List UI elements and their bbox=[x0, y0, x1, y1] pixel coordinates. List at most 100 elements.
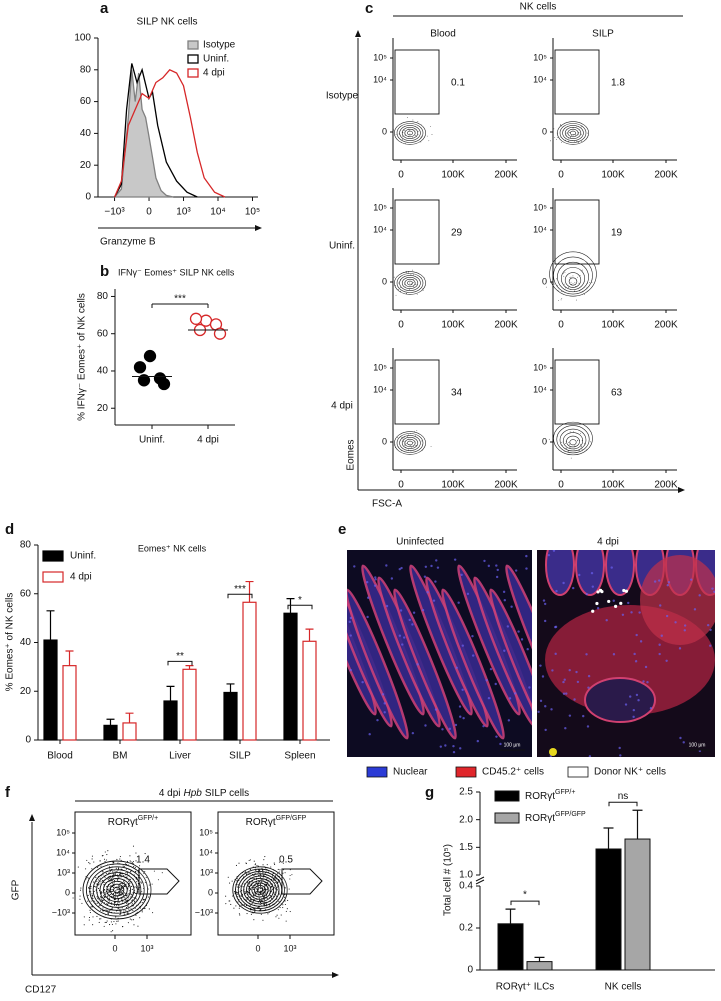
event-dot bbox=[412, 285, 414, 287]
nucleus bbox=[461, 688, 464, 692]
event-dot bbox=[284, 900, 286, 902]
bar bbox=[595, 848, 622, 971]
y-tick-label: 20 bbox=[97, 403, 109, 414]
nucleus bbox=[541, 675, 545, 678]
event-dot bbox=[151, 883, 153, 885]
event-dot bbox=[98, 921, 100, 923]
event-dot bbox=[92, 924, 94, 926]
event-dot bbox=[123, 910, 125, 912]
event-dot bbox=[91, 855, 93, 857]
contour bbox=[559, 428, 587, 452]
event-dot bbox=[125, 910, 127, 912]
event-dot bbox=[589, 441, 591, 443]
contour bbox=[401, 127, 419, 140]
event-dot bbox=[88, 862, 90, 864]
event-dot bbox=[124, 863, 127, 865]
nucleus bbox=[649, 706, 653, 710]
event-dot bbox=[111, 902, 113, 904]
event-dot bbox=[109, 924, 111, 926]
y-tick-label: 0 bbox=[25, 735, 31, 746]
event-dot bbox=[407, 128, 409, 130]
legend-swatch bbox=[187, 68, 199, 78]
event-dot bbox=[569, 431, 571, 433]
event-dot bbox=[99, 860, 101, 862]
event-dot bbox=[288, 888, 290, 890]
nucleus bbox=[439, 745, 442, 748]
nucleus bbox=[482, 724, 485, 728]
event-dot bbox=[573, 448, 575, 450]
nucleus bbox=[424, 724, 427, 727]
event-dot bbox=[83, 916, 85, 918]
event-dot bbox=[116, 889, 118, 891]
event-dot bbox=[276, 889, 278, 891]
nucleus bbox=[376, 718, 379, 722]
nucleus bbox=[366, 596, 370, 599]
nucleus bbox=[514, 569, 518, 572]
event-dot bbox=[405, 135, 407, 136]
contour bbox=[394, 271, 426, 295]
event-dot bbox=[120, 873, 122, 875]
event-dot bbox=[131, 888, 133, 890]
event-dot bbox=[576, 140, 578, 142]
event-dot bbox=[263, 874, 265, 876]
nucleus bbox=[373, 584, 377, 587]
event-dot bbox=[247, 888, 249, 890]
nucleus bbox=[550, 708, 553, 711]
event-dot bbox=[562, 445, 563, 447]
event-dot bbox=[285, 887, 287, 889]
event-dot bbox=[408, 270, 409, 272]
event-dot bbox=[123, 885, 125, 887]
event-dot bbox=[260, 913, 262, 915]
donor-nk-cell bbox=[614, 604, 618, 608]
panel-letter: g bbox=[425, 784, 434, 801]
nucleus bbox=[416, 663, 419, 666]
event-dot bbox=[587, 282, 588, 284]
event-dot bbox=[257, 886, 259, 888]
event-dot bbox=[405, 270, 407, 272]
event-dot bbox=[247, 882, 249, 884]
event-dot bbox=[559, 124, 561, 125]
contour bbox=[394, 431, 426, 455]
event-dot bbox=[98, 879, 100, 881]
y-tick-label: 2.5 bbox=[459, 787, 473, 798]
nucleus bbox=[586, 725, 590, 728]
event-dot bbox=[415, 445, 417, 447]
event-dot bbox=[112, 876, 114, 878]
arrow-head bbox=[332, 972, 339, 978]
legend-swatch bbox=[494, 790, 520, 802]
nucleus bbox=[368, 732, 371, 736]
nucleus bbox=[713, 590, 715, 593]
event-dot bbox=[562, 273, 564, 274]
y-tick-label: 0.2 bbox=[459, 923, 473, 934]
event-dot bbox=[110, 931, 112, 933]
event-dot bbox=[116, 870, 118, 873]
event-dot bbox=[408, 443, 410, 445]
event-dot bbox=[266, 895, 268, 897]
event-dot bbox=[253, 874, 255, 877]
contour bbox=[404, 128, 416, 138]
contour bbox=[404, 278, 416, 288]
event-dot bbox=[291, 874, 293, 876]
event-dot bbox=[120, 859, 122, 861]
nucleus bbox=[471, 634, 474, 638]
contour bbox=[401, 276, 419, 289]
event-dot bbox=[119, 910, 121, 912]
event-dot bbox=[263, 859, 265, 861]
event-dot bbox=[256, 865, 258, 867]
event-dot bbox=[118, 888, 120, 890]
legend-swatch bbox=[187, 54, 199, 64]
event-dot bbox=[282, 907, 284, 909]
event-dot bbox=[89, 911, 91, 914]
event-dot bbox=[120, 868, 122, 870]
contour bbox=[557, 261, 589, 293]
villus bbox=[605, 550, 635, 596]
event-dot bbox=[556, 132, 558, 134]
event-dot bbox=[273, 895, 275, 897]
event-dot bbox=[395, 134, 397, 135]
event-dot bbox=[116, 858, 118, 861]
contour bbox=[399, 275, 421, 291]
error-bar bbox=[46, 610, 55, 641]
event-dot bbox=[261, 881, 263, 883]
x-tick-label: NK cells bbox=[605, 982, 642, 993]
event-dot bbox=[423, 277, 425, 279]
